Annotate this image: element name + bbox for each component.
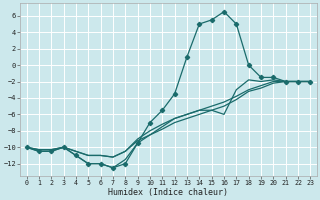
X-axis label: Humidex (Indice chaleur): Humidex (Indice chaleur): [108, 188, 228, 197]
